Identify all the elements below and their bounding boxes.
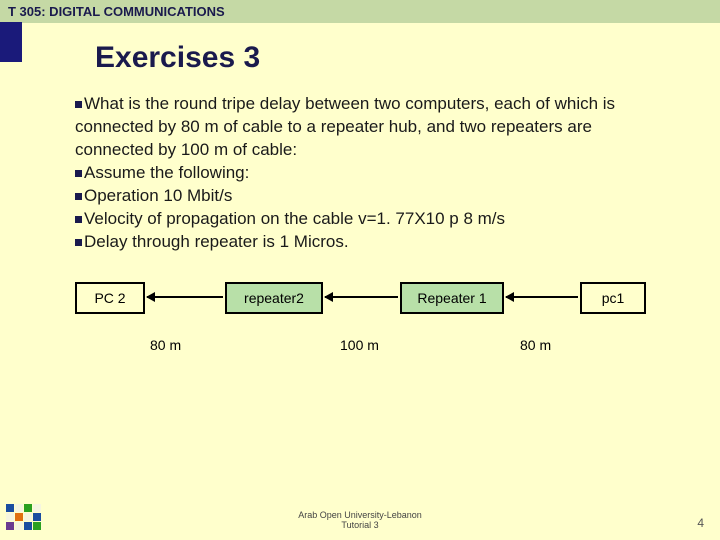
bullet-text: What is the round tripe delay between tw… [75, 94, 615, 159]
logo-cell [15, 522, 23, 530]
logo-cell [6, 504, 14, 512]
bullet-item: What is the round tripe delay between tw… [75, 93, 660, 162]
bullet-item: Delay through repeater is 1 Micros. [75, 231, 660, 254]
footer: Arab Open University-Lebanon Tutorial 3 [0, 510, 720, 530]
side-strip [0, 22, 22, 62]
bullet-item: Velocity of propagation on the cable v=1… [75, 208, 660, 231]
distance-label: 80 m [150, 337, 181, 353]
logo-cell [24, 504, 32, 512]
header-bar: T 305: DIGITAL COMMUNICATIONS [0, 0, 720, 23]
node-pc1: pc1 [580, 282, 646, 314]
network-diagram: PC 2 repeater2 Repeater 1 pc1 80 m 100 m 80 m [0, 282, 720, 382]
arrow-head-icon [505, 292, 514, 302]
node-rep2: repeater2 [225, 282, 323, 314]
logo-cell [15, 504, 23, 512]
logo-cell [6, 513, 14, 521]
bullet-icon [75, 239, 82, 246]
distance-label: 100 m [340, 337, 379, 353]
course-code: T 305: DIGITAL COMMUNICATIONS [8, 4, 225, 19]
arrow-head-icon [324, 292, 333, 302]
arrow-line [506, 296, 578, 298]
bullet-text: Delay through repeater is 1 Micros. [84, 232, 349, 251]
logo-cell [24, 522, 32, 530]
logo-cell [24, 513, 32, 521]
bullet-icon [75, 101, 82, 108]
bullet-icon [75, 170, 82, 177]
logo-icon [6, 504, 42, 532]
distance-label: 80 m [520, 337, 551, 353]
bullet-icon [75, 193, 82, 200]
bullet-item: Assume the following: [75, 162, 660, 185]
logo-cell [15, 513, 23, 521]
node-pc2: PC 2 [75, 282, 145, 314]
footer-line1: Arab Open University-Lebanon [0, 510, 720, 520]
logo-cell [6, 522, 14, 530]
page-title: Exercises 3 [95, 41, 720, 75]
logo-cell [33, 504, 41, 512]
logo-cell [33, 522, 41, 530]
page-number: 4 [697, 516, 704, 530]
bullet-icon [75, 216, 82, 223]
bullet-text: Assume the following: [84, 163, 249, 182]
content: What is the round tripe delay between tw… [75, 93, 660, 254]
bullet-text: Velocity of propagation on the cable v=1… [84, 209, 505, 228]
arrow-head-icon [146, 292, 155, 302]
bullet-text: Operation 10 Mbit/s [84, 186, 232, 205]
logo-cell [33, 513, 41, 521]
node-rep1: Repeater 1 [400, 282, 504, 314]
arrow-line [325, 296, 398, 298]
arrow-line [147, 296, 223, 298]
bullet-item: Operation 10 Mbit/s [75, 185, 660, 208]
footer-line2: Tutorial 3 [0, 520, 720, 530]
